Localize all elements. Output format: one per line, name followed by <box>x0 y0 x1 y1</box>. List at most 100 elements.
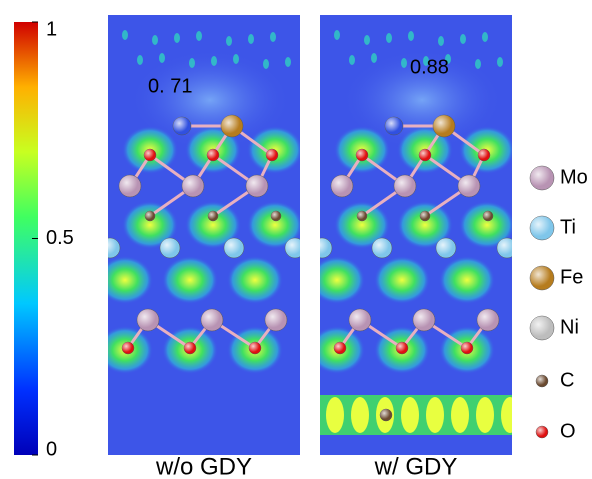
atom-shine <box>100 238 120 258</box>
speck <box>364 35 370 45</box>
page: 00.510. 71w/o GDY0.88w/ GDYMoTiFeNiCO ((… <box>0 0 592 479</box>
atom-shine <box>380 409 392 421</box>
tick-label: 0 <box>46 438 57 460</box>
legend-label: O <box>560 420 576 442</box>
atom-shine <box>182 175 204 197</box>
speck <box>152 35 158 45</box>
speck <box>211 56 217 66</box>
atom-shine <box>249 342 261 354</box>
gdy-blob <box>451 397 469 433</box>
atom-shine <box>436 238 456 258</box>
speck <box>438 36 444 46</box>
gdy-blob <box>326 397 344 433</box>
annotation: 0.88 <box>410 56 449 78</box>
speck <box>371 53 377 63</box>
panel-label: w/ GDY <box>374 453 458 479</box>
atom-shine <box>312 238 332 258</box>
legend-label: C <box>560 369 574 391</box>
atom-shine <box>478 149 490 161</box>
legend-label: Fe <box>560 266 583 288</box>
atom-shine <box>137 309 159 331</box>
atom-shine <box>396 342 408 354</box>
speck <box>497 57 503 67</box>
atom-shine <box>331 175 353 197</box>
atom-shine <box>530 266 554 290</box>
speck <box>159 53 165 63</box>
speck <box>401 58 407 68</box>
figure: 0 0.5 1 0. 71 w/o GDY 0.88 w/ GDY Mo Ti Fe Ni C O <box>0 0 592 479</box>
speck <box>285 57 291 67</box>
atom-shine <box>461 342 473 354</box>
annotation: 0. 71 <box>148 75 192 97</box>
elf-blob <box>439 256 495 304</box>
gdy-blob <box>476 397 494 433</box>
speck <box>137 55 143 65</box>
panel <box>309 15 519 455</box>
gdy-blob <box>351 397 369 433</box>
atom-shine <box>207 149 219 161</box>
atom-shine <box>458 175 480 197</box>
atom-shine <box>497 238 517 258</box>
atom-shine <box>208 211 218 221</box>
speck <box>408 31 414 41</box>
legend-label: Ni <box>560 316 579 338</box>
atom-shine <box>419 149 431 161</box>
gdy-blob <box>501 397 519 433</box>
atom-shine <box>271 211 281 221</box>
gdy-blob <box>426 397 444 433</box>
speck <box>174 33 180 43</box>
atom-shine <box>536 426 548 438</box>
atom-shine <box>530 316 554 340</box>
atom-shine <box>536 375 548 387</box>
speck <box>189 58 195 68</box>
elf-blob <box>309 256 365 304</box>
atom-shine <box>119 175 141 197</box>
speck <box>270 32 276 42</box>
speck <box>122 30 128 40</box>
speck <box>475 59 481 69</box>
speck <box>233 54 239 64</box>
speck <box>196 31 202 41</box>
atom-shine <box>477 309 499 331</box>
panel <box>97 15 305 455</box>
atom-shine <box>160 238 180 258</box>
atom-shine <box>184 342 196 354</box>
atom-shine <box>530 166 554 190</box>
atom-shine <box>385 117 403 135</box>
elf-blob <box>97 256 153 304</box>
speck <box>349 55 355 65</box>
elf-blob <box>374 256 430 304</box>
atom-shine <box>356 149 368 161</box>
atom-shine <box>433 115 455 137</box>
speck <box>482 32 488 42</box>
elf-blob <box>227 256 283 304</box>
atom-shine <box>420 211 430 221</box>
atom-shine <box>201 309 223 331</box>
panel-label: w/o GDY <box>155 453 252 479</box>
atom-shine <box>483 211 493 221</box>
atom-shine <box>173 117 191 135</box>
legend-label: Ti <box>560 216 576 238</box>
atom-shine <box>145 211 155 221</box>
legend-label: Mo <box>560 166 588 188</box>
speck <box>226 36 232 46</box>
atom-shine <box>144 149 156 161</box>
atom-shine <box>394 175 416 197</box>
atom-shine <box>334 342 346 354</box>
speck <box>263 59 269 69</box>
tick-label: 1 <box>46 18 57 40</box>
atom-shine <box>285 238 305 258</box>
atom-shine <box>224 238 244 258</box>
speck <box>248 34 254 44</box>
atom-shine <box>265 309 287 331</box>
atom-shine <box>221 115 243 137</box>
atom-shine <box>266 149 278 161</box>
speck <box>334 30 340 40</box>
tick-label: 0.5 <box>46 227 74 249</box>
elf-blob <box>162 256 218 304</box>
atom-shine <box>349 309 371 331</box>
speck <box>386 33 392 43</box>
atom-shine <box>413 309 435 331</box>
atom-shine <box>246 175 268 197</box>
atom-shine <box>357 211 367 221</box>
